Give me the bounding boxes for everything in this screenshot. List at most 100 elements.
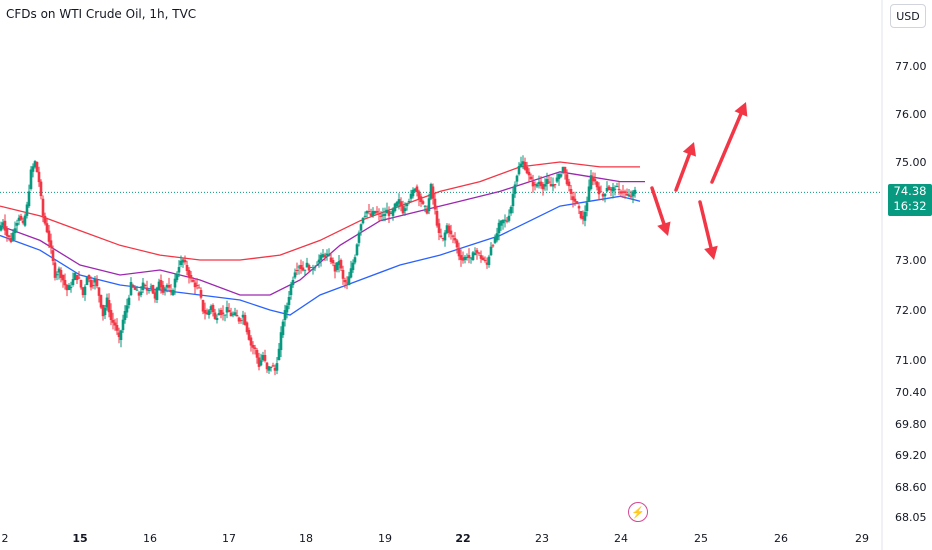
candle-body (173, 278, 177, 288)
y-tick-label: 70.40 (895, 386, 927, 399)
candle-body (119, 330, 123, 340)
candle-body (383, 214, 387, 216)
candle-body (603, 193, 607, 197)
candle-body (229, 312, 233, 317)
ma-purple-line (0, 171, 645, 296)
x-tick-label: 19 (378, 532, 392, 545)
candle-body (491, 245, 495, 247)
candle-body (115, 325, 119, 331)
candle-body (331, 260, 335, 264)
candle-body (23, 215, 27, 226)
candle-body (165, 285, 169, 288)
candle-body (503, 219, 507, 221)
x-tick-label: 2 (2, 532, 9, 545)
candle-body (25, 204, 29, 216)
candle-body (107, 300, 111, 313)
candle-body (573, 198, 577, 202)
candle-body (97, 287, 101, 296)
candle-body (481, 257, 485, 261)
candle-body (415, 186, 419, 192)
candle-body (67, 285, 71, 290)
candle-body (147, 289, 151, 291)
y-tick-label: 76.00 (895, 108, 927, 121)
candle-body (405, 204, 409, 207)
candle-body (155, 287, 159, 300)
candle-body (443, 232, 447, 241)
candle-body (523, 162, 527, 170)
candle-body (473, 253, 477, 256)
candle-body (285, 305, 289, 313)
candle-body (231, 314, 235, 316)
candle-body (439, 235, 443, 237)
candle-body (113, 322, 117, 326)
candle-body (469, 257, 473, 259)
candle-body (161, 285, 165, 293)
candle-body (235, 315, 239, 317)
candle-body (429, 184, 433, 199)
candle-body (73, 273, 77, 280)
candle-body (167, 285, 171, 288)
candle-body (141, 282, 145, 290)
candle-body (217, 312, 221, 315)
candle-body (243, 315, 247, 325)
candle-body (631, 191, 635, 197)
arrow-annotation (710, 112, 743, 184)
arrow-annotation (698, 200, 713, 250)
candle-body (289, 284, 293, 295)
candle-body (237, 317, 241, 322)
candle-body (303, 269, 307, 271)
candle-body (209, 306, 213, 310)
candle-body (263, 355, 267, 361)
y-tick-label: 69.20 (895, 449, 927, 462)
candle-body (395, 201, 399, 207)
candle-body (539, 181, 543, 187)
candle-body (245, 322, 249, 333)
y-tick-label: 69.80 (895, 418, 927, 431)
y-tick-label: 68.60 (895, 481, 927, 494)
candle-body (359, 224, 363, 231)
candle-body (257, 357, 261, 367)
candle-body (627, 194, 631, 197)
candle-body (265, 362, 269, 370)
candle-body (213, 312, 217, 320)
candle-body (187, 270, 191, 278)
candle-body (633, 189, 637, 194)
arrow-head (657, 221, 671, 236)
currency-button[interactable]: USD (890, 4, 926, 28)
candle-body (125, 305, 129, 313)
candle-body (3, 220, 7, 231)
candle-body (417, 191, 421, 200)
candle-body (343, 280, 347, 283)
candle-body (305, 262, 309, 268)
candle-body (269, 366, 273, 368)
candle-body (547, 181, 551, 183)
candle-body (509, 206, 513, 214)
candle-body (611, 187, 615, 192)
candle-body (159, 280, 163, 288)
candle-body (553, 184, 557, 186)
candle-body (71, 279, 75, 285)
candle-body (325, 253, 329, 256)
candle-body (157, 281, 161, 290)
x-tick-label: 25 (694, 532, 708, 545)
candle-body (371, 211, 375, 216)
candle-body (485, 262, 489, 265)
candle-body (393, 203, 397, 211)
candle-body (525, 166, 529, 174)
candle-body (199, 290, 203, 298)
candle-body (477, 252, 481, 254)
candle-body (489, 246, 493, 256)
candle-body (527, 171, 531, 176)
candle-body (369, 213, 373, 216)
candle-body (53, 262, 57, 278)
candle-body (87, 275, 91, 280)
candle-body (629, 196, 633, 198)
lightning-bolt-icon[interactable]: ⚡ (628, 502, 648, 522)
candle-body (529, 176, 533, 180)
candle-body (309, 267, 313, 269)
candle-body (381, 214, 385, 216)
candle-body (521, 161, 525, 165)
candle-body (287, 296, 291, 305)
candle-body (279, 332, 283, 350)
